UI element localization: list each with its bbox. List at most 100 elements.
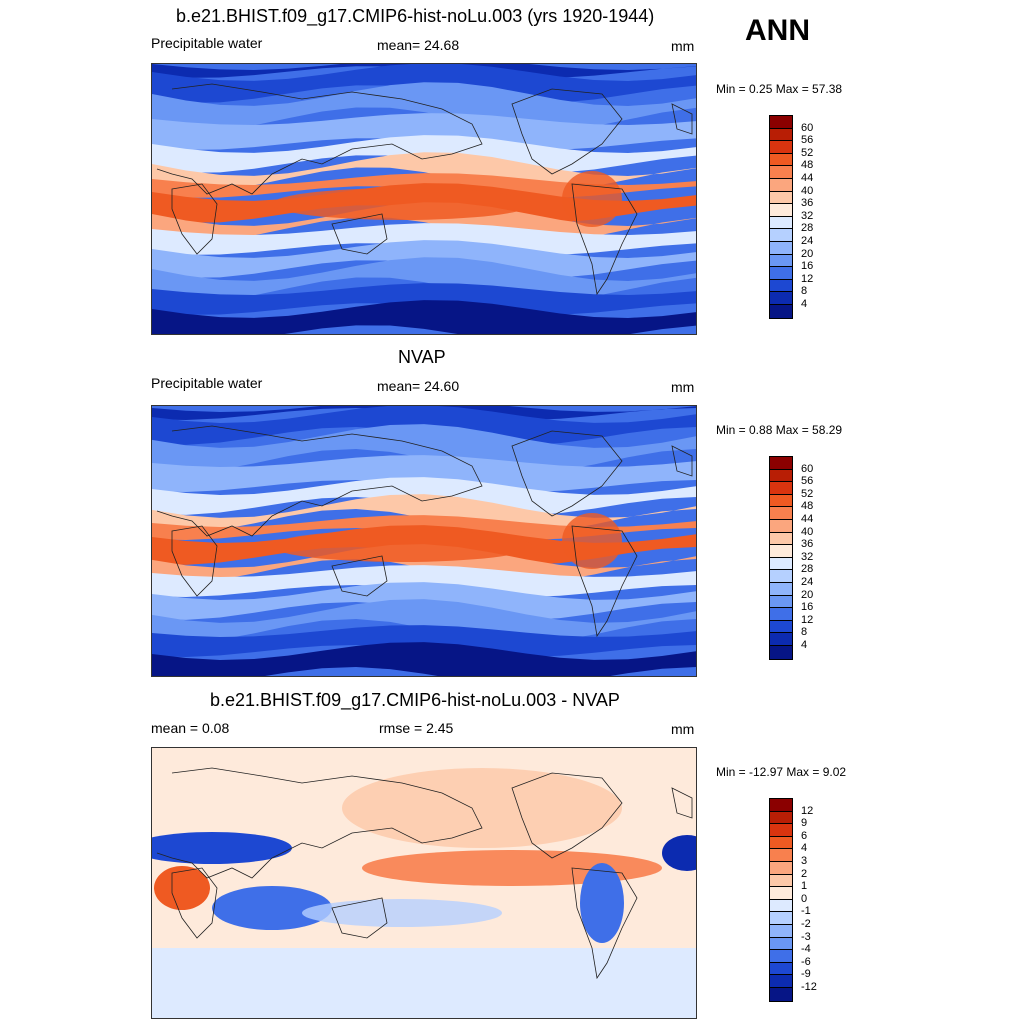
coastline — [571, 867, 638, 980]
field-band — [152, 223, 696, 255]
colorbar-tick-label: 24 — [801, 576, 814, 588]
colorbar-swatch — [770, 545, 792, 558]
colorbar-tick-label: 28 — [801, 222, 814, 235]
panel2-map-svg — [152, 406, 696, 676]
field-band — [152, 565, 696, 597]
panel2-minmax: Min = 0.88 Max = 58.29 — [716, 423, 843, 437]
field-warm-pool — [272, 530, 532, 562]
colorbar-tick-label: 8 — [801, 626, 808, 639]
colorbar-swatch — [770, 191, 792, 205]
colorbar-swatch — [770, 141, 792, 154]
colorbar-swatch — [770, 292, 792, 305]
colorbar-tick-label: 4 — [801, 639, 808, 651]
colorbar-swatch — [770, 836, 792, 850]
colorbar-swatch — [770, 557, 792, 571]
colorbar-swatch — [770, 116, 792, 129]
colorbar-tick-label: 32 — [801, 209, 814, 222]
field-band — [152, 599, 696, 643]
panel3-units: mm — [671, 721, 695, 737]
colorbar-tick-label: -9 — [801, 968, 811, 981]
colorbar-swatch — [770, 582, 792, 596]
colorbar-swatch — [770, 128, 792, 142]
colorbar-tick-label: 1 — [801, 880, 808, 893]
panel1-field — [152, 64, 696, 334]
panel2-field — [152, 406, 696, 676]
coastline — [331, 897, 388, 939]
colorbar-tick-label: 12 — [801, 613, 814, 626]
colorbar-tick-label: 4 — [801, 842, 808, 855]
panel2-map — [151, 405, 697, 677]
colorbar-tick-label: 4 — [801, 298, 808, 310]
colorbar-swatch — [770, 645, 792, 659]
colorbar-swatch — [770, 962, 792, 976]
colorbar-swatch — [770, 457, 792, 470]
coastline — [171, 867, 218, 939]
panel3-colorbar — [769, 798, 793, 1002]
colorbar-swatch — [770, 570, 792, 583]
colorbar-tick-label: -3 — [801, 930, 811, 943]
colorbar-tick-label: 16 — [801, 260, 814, 273]
colorbar-swatch — [770, 241, 792, 255]
colorbar-swatch — [770, 899, 792, 913]
coastline — [511, 430, 623, 517]
coastline — [156, 767, 483, 879]
colorbar-swatch — [770, 633, 792, 646]
coastline — [171, 525, 218, 597]
panel1-title: b.e21.BHIST.f09_g17.CMIP6-hist-noLu.003 … — [176, 6, 655, 26]
coastline — [511, 772, 623, 859]
field-band — [152, 544, 696, 583]
coastline — [156, 425, 483, 537]
colorbar-swatch — [770, 937, 792, 951]
colorbar-tick-label: 16 — [801, 601, 814, 614]
panel1-coastlines — [156, 83, 693, 296]
field-band — [152, 152, 696, 191]
panel2-units: mm — [671, 379, 695, 395]
panel2-coastlines — [156, 425, 693, 638]
field-band — [152, 257, 696, 301]
field-band — [152, 82, 696, 131]
colorbar-swatch — [770, 519, 792, 533]
colorbar-swatch — [770, 153, 792, 167]
panel2-colorbar — [769, 456, 793, 660]
field-band — [152, 202, 696, 241]
colorbar-tick-label: 48 — [801, 159, 814, 172]
panel1-mean-label: mean= 24.68 — [377, 37, 460, 53]
colorbar-swatch — [770, 494, 792, 508]
colorbar-tick-label: 12 — [801, 804, 814, 817]
colorbar-tick-label: 36 — [801, 538, 814, 551]
panel3-minmax: Min = -12.97 Max = 9.02 — [716, 765, 847, 779]
colorbar-swatch — [770, 620, 792, 634]
colorbar-tick-label: 36 — [801, 197, 814, 210]
coastline — [671, 445, 693, 477]
colorbar-tick-label: 32 — [801, 550, 814, 563]
colorbar-tick-label: 3 — [801, 855, 808, 867]
colorbar-tick-label: 6 — [801, 829, 808, 842]
colorbar-tick-label: 56 — [801, 134, 814, 147]
colorbar-tick-label: 40 — [801, 525, 814, 538]
field-warm-pool — [562, 171, 622, 227]
panel3-rmse-label: rmse = 2.45 — [379, 720, 454, 736]
colorbar-swatch — [770, 204, 792, 217]
colorbar-tick-label: 60 — [801, 462, 814, 475]
panel2-title: NVAP — [398, 347, 446, 367]
colorbar-swatch — [770, 887, 792, 900]
field-band — [152, 283, 696, 315]
colorbar-tick-label: 56 — [801, 475, 814, 488]
colorbar-swatch — [770, 469, 792, 483]
panel1-colorbar — [769, 115, 793, 319]
field-band — [152, 406, 696, 420]
panel1-minmax: Min = 0.25 Max = 57.38 — [716, 82, 843, 96]
coastline — [331, 555, 388, 597]
colorbar-swatch — [770, 608, 792, 621]
field-negative — [152, 832, 292, 864]
colorbar-tick-label: 60 — [801, 121, 814, 134]
coastline — [571, 183, 638, 296]
colorbar-tick-label: -6 — [801, 955, 811, 968]
field-band — [152, 424, 696, 473]
colorbar-swatch — [770, 482, 792, 495]
colorbar-tick-label: 8 — [801, 285, 808, 298]
field-positive — [154, 866, 210, 910]
colorbar-swatch — [770, 595, 792, 609]
field-negative — [302, 899, 502, 927]
colorbar-tick-label: 9 — [801, 817, 808, 830]
